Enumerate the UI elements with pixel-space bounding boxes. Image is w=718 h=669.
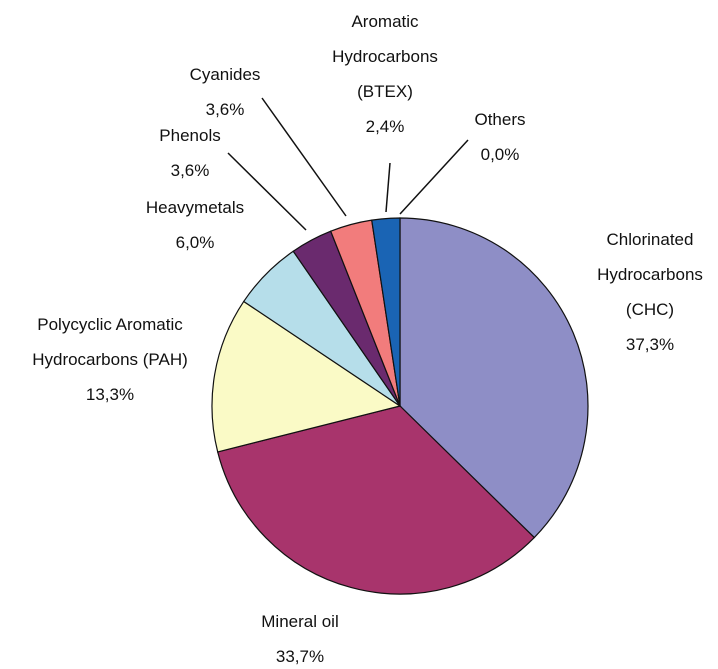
value-label: 3,6% (205, 100, 245, 119)
value-label: 2,4% (365, 117, 405, 136)
pie-slice (216, 405, 536, 595)
category-label: Heavymetals (145, 198, 245, 217)
pie-slice (399, 217, 589, 539)
slice-label: Mineral oil 33,7% (261, 604, 338, 669)
value-label: 33,7% (275, 647, 325, 666)
slice-label: Phenols 3,6% (159, 118, 220, 188)
value-label: 3,6% (170, 161, 210, 180)
slice-label: Chlorinated Hydrocarbons (CHC) 37,3% (597, 222, 703, 362)
category-label: Others (474, 110, 526, 129)
value-label: 37,3% (625, 335, 675, 354)
leader-line (227, 152, 307, 231)
value-label: 13,3% (85, 385, 135, 404)
slice-label: Others 0,0% (474, 102, 525, 172)
category-label: Mineral oil (261, 612, 339, 631)
slice-label: Heavymetals 6,0% (146, 190, 244, 260)
leader-lines (227, 97, 469, 231)
slice-label: Polycyclic Aromatic Hydrocarbons (PAH) 13… (32, 307, 188, 412)
leader-line (385, 162, 391, 213)
pie-slice (211, 300, 402, 453)
category-label: Cyanides (189, 65, 261, 84)
value-label: 0,0% (480, 145, 520, 164)
slice-label: Aromatic Hydrocarbons (BTEX) 2,4% (332, 4, 438, 144)
value-label: 6,0% (175, 233, 215, 252)
category-label: Aromatic Hydrocarbons (BTEX) (332, 12, 438, 101)
category-label: Phenols (159, 126, 221, 145)
category-label: Chlorinated Hydrocarbons (CHC) (597, 230, 703, 319)
leader-line (261, 97, 347, 217)
category-label: Polycyclic Aromatic Hydrocarbons (PAH) (32, 315, 188, 369)
leader-line (399, 139, 469, 215)
pie-slice (371, 217, 401, 407)
slice-label: Cyanides 3,6% (190, 57, 261, 127)
